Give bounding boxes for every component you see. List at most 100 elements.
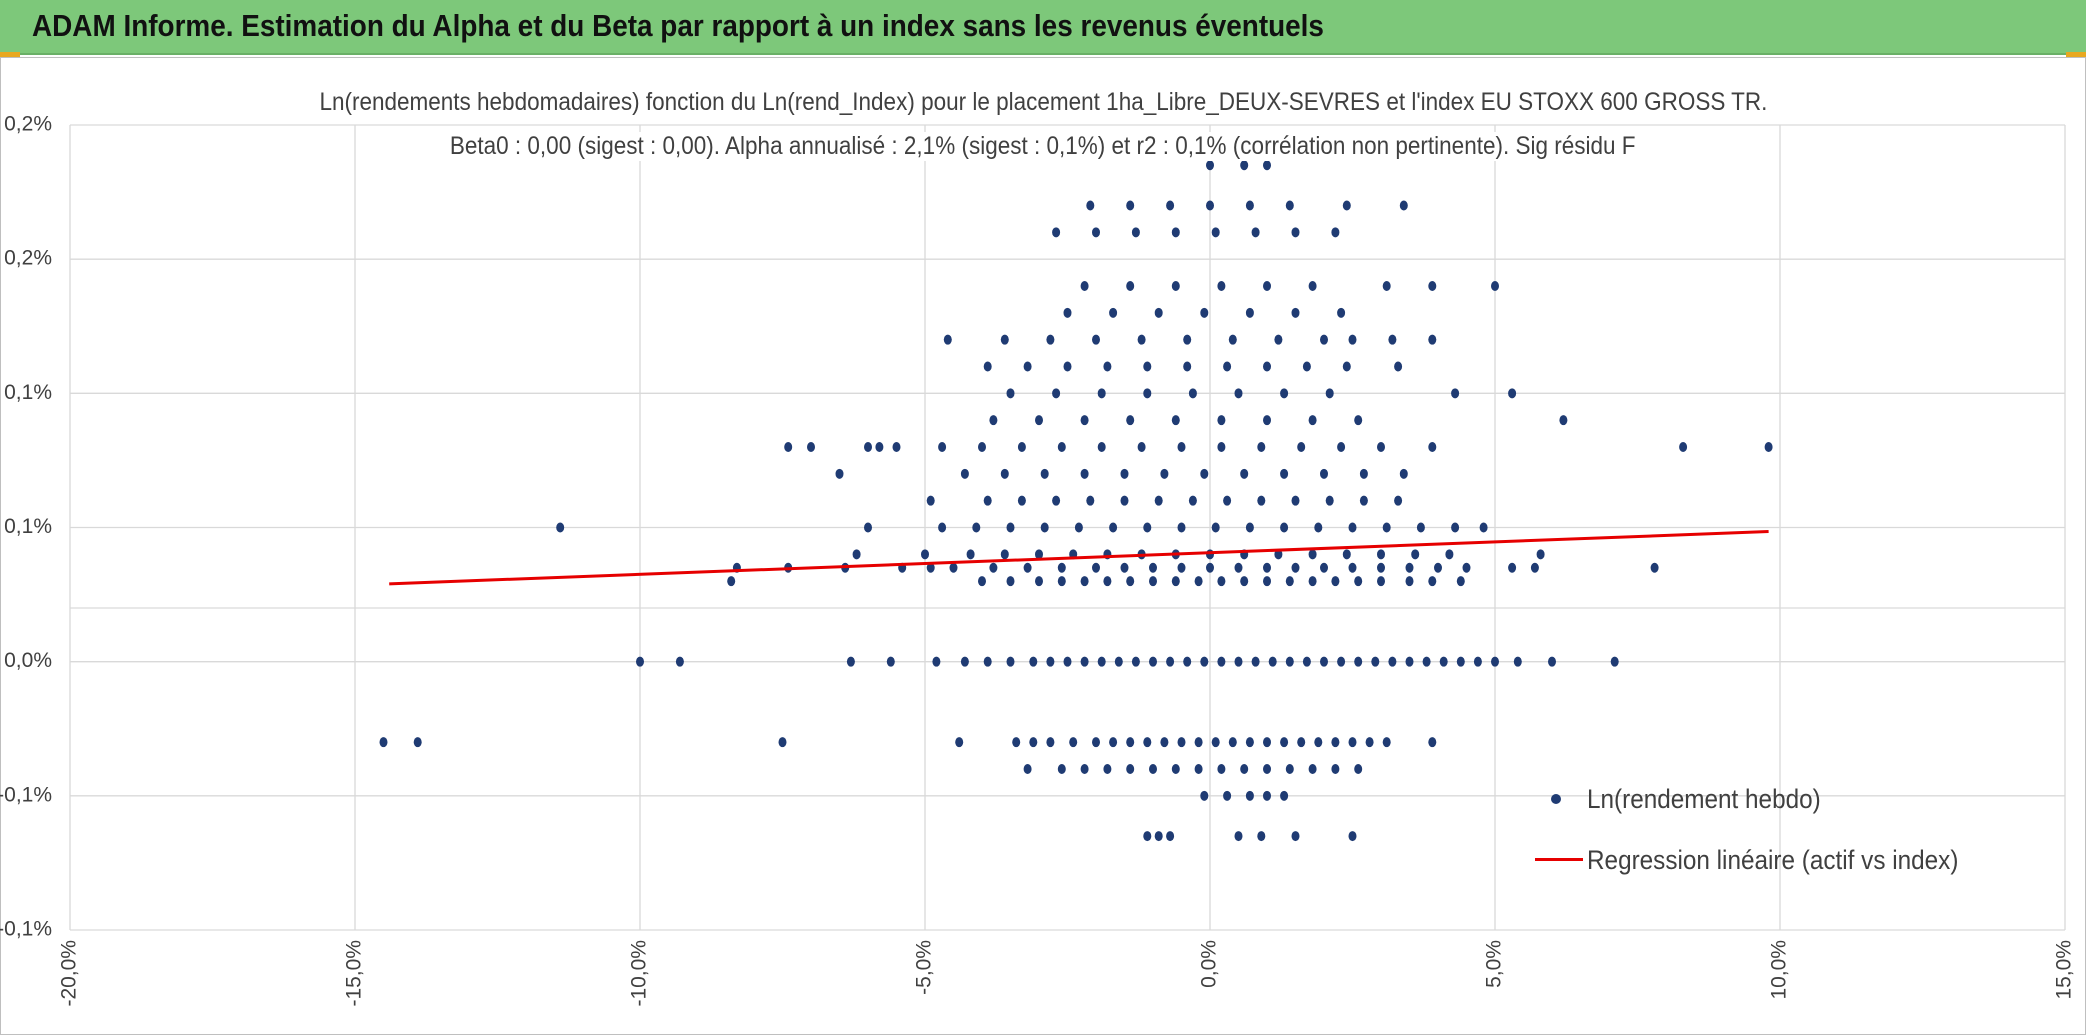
data-point: [1411, 549, 1420, 560]
data-point: [1371, 656, 1380, 667]
data-point: [413, 737, 422, 748]
data-point: [1348, 334, 1357, 345]
legend-label-scatter: Ln(rendement hebdo): [1587, 784, 1821, 814]
data-point: [1137, 334, 1146, 345]
data-point: [1320, 656, 1328, 667]
data-point: [852, 549, 861, 560]
data-point: [1388, 334, 1397, 345]
x-tick-label: 0,0%: [1198, 940, 1221, 988]
data-point: [1177, 522, 1186, 533]
data-point: [1126, 200, 1135, 211]
data-point: [1023, 764, 1032, 774]
report-header-banner: ADAM Informe. Estimation du Alpha et du …: [0, 0, 2086, 55]
data-point: [1160, 468, 1169, 479]
data-point: [938, 442, 947, 452]
data-point: [636, 656, 644, 667]
data-point: [1679, 442, 1688, 452]
data-point: [1126, 764, 1135, 774]
chart-title-line1-text: Ln(rendements hebdomadaires) fonction du…: [311, 88, 1775, 117]
data-point: [1194, 576, 1203, 587]
data-point: [835, 468, 844, 479]
data-point: [1234, 831, 1243, 842]
data-point: [1291, 307, 1300, 318]
data-point: [1154, 495, 1163, 506]
data-point: [1234, 562, 1243, 573]
data-point: [1263, 562, 1271, 573]
data-point: [1536, 549, 1545, 560]
data-point: [1046, 737, 1055, 748]
data-point: [1348, 737, 1357, 748]
x-tick-label: -10,0%: [628, 940, 651, 1007]
data-point: [1086, 495, 1095, 506]
data-point: [1354, 576, 1363, 587]
data-point: [1143, 831, 1152, 842]
data-point: [1291, 562, 1300, 573]
data-point: [1314, 737, 1323, 748]
data-point: [1245, 522, 1254, 533]
data-point: [1017, 495, 1026, 506]
x-axis-ticks: -20,0% -15,0% -10,0% -5,0% 0,0% 5,0% 10,0% 15,0…: [58, 940, 2076, 1007]
data-point: [875, 442, 884, 452]
data-point: [1092, 737, 1100, 748]
data-point: [1188, 495, 1197, 506]
data-point: [1074, 522, 1083, 533]
data-point: [1342, 200, 1351, 211]
data-point: [1308, 764, 1317, 774]
data-point: [1382, 522, 1391, 533]
data-point: [1023, 361, 1032, 372]
data-point: [1149, 576, 1157, 587]
data-point: [1285, 656, 1294, 667]
data-point: [1257, 442, 1266, 452]
data-point: [960, 468, 969, 479]
data-point: [784, 442, 793, 452]
data-point: [1416, 522, 1425, 533]
data-point: [1445, 549, 1454, 560]
x-tick-label: -5,0%: [913, 940, 936, 995]
data-point: [1382, 737, 1391, 748]
data-point: [1285, 576, 1294, 587]
data-point: [960, 656, 969, 667]
data-point: [1291, 831, 1300, 842]
data-point: [1359, 495, 1368, 506]
data-point: [1080, 764, 1089, 774]
data-point: [1194, 737, 1203, 748]
data-point: [1006, 576, 1015, 587]
data-point: [1000, 549, 1009, 560]
data-point: [1331, 227, 1340, 238]
data-point: [1263, 281, 1271, 291]
data-point: [1006, 656, 1015, 667]
data-point: [978, 442, 986, 452]
data-point: [1103, 764, 1112, 774]
data-point: [1063, 361, 1072, 372]
data-point: [1245, 790, 1254, 801]
data-point: [1451, 522, 1460, 533]
data-point: [1610, 656, 1619, 667]
data-point: [1114, 656, 1123, 667]
data-point: [1263, 160, 1271, 171]
y-tick-label: 0,1%: [4, 381, 52, 404]
data-point: [1337, 442, 1346, 452]
data-point: [1171, 281, 1180, 291]
data-point: [1325, 495, 1334, 506]
chart-title-line1: Ln(rendements hebdomadaires) fonction du…: [0, 88, 2086, 117]
data-point: [1263, 790, 1271, 801]
data-point: [379, 737, 388, 748]
data-point: [1052, 495, 1061, 506]
data-point: [983, 656, 992, 667]
data-point: [1040, 522, 1049, 533]
data-point: [983, 495, 992, 506]
data-point: [1377, 562, 1385, 573]
data-point: [1274, 549, 1283, 560]
data-point: [1103, 576, 1112, 587]
data-point: [1331, 576, 1340, 587]
data-point: [1171, 227, 1180, 238]
data-point: [1263, 764, 1271, 774]
data-point: [1149, 562, 1157, 573]
data-point: [1211, 737, 1220, 748]
data-point: [1302, 361, 1311, 372]
data-point: [1166, 656, 1175, 667]
data-point: [1320, 562, 1328, 573]
y-tick-label: 0,2%: [4, 247, 52, 270]
data-point: [1297, 737, 1306, 748]
